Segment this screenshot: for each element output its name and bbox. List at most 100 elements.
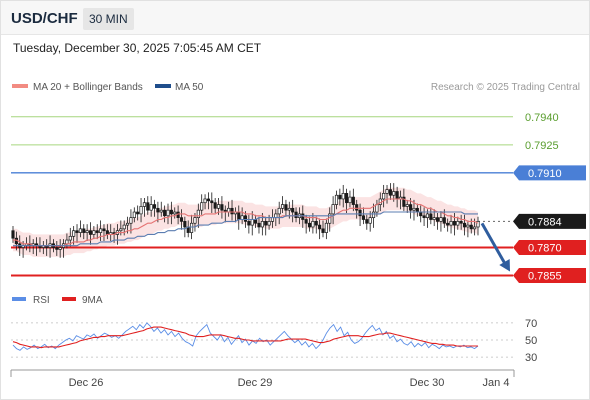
candle-body-up [250,219,254,226]
candle-body-up [267,221,271,226]
level-label-0.7870: 0.7870 [528,243,562,255]
candle-body-up [203,198,207,204]
candle-body-down [55,247,59,250]
candle-body-down [102,228,106,232]
candle-body-up [371,211,376,218]
candle-body-up [476,221,480,228]
ma20-line [13,198,479,247]
rsi-legend-swatch [12,297,26,301]
candle-body-down [307,222,312,228]
level-tag-0.7855 [513,268,586,284]
candle-body-up [78,228,82,233]
candle-body-down [338,194,342,200]
rsi-line [12,322,479,351]
candle-body-down [146,202,150,211]
candle-body-up [449,221,453,226]
candle-body-down [442,217,446,224]
candle-body-up [287,207,291,211]
price-plot: 0.7940 0.7925 0.7910 0.7884 0.7870 0.7855 [11,112,586,284]
candle-body-down [220,204,224,211]
candle-body-down [206,198,210,202]
candle-body-down [210,200,214,204]
candle-body-up [85,230,89,233]
level-label-0.7910: 0.7910 [528,168,562,180]
candle-body-down [459,221,463,224]
candle-body-up [375,204,379,213]
candle-body-up [405,204,409,207]
candle-body-down [82,228,86,233]
rsi-legend: RSI 9MA [12,295,103,306]
candle-body-down [304,219,308,224]
candle-body-down [257,222,261,228]
candle-body-up [385,189,389,194]
ma50-line [13,211,478,247]
candle-body-up [341,193,345,200]
candle-body-up [334,194,339,205]
candle-body-up [190,222,194,233]
x-tick-label: Dec 30 [410,377,445,389]
candle-body-down [169,209,173,215]
candle-body-up [277,207,281,215]
timestamp: Tuesday, December 30, 2025 7:05:45 AM CE… [13,41,262,55]
candle-body-up [382,193,386,200]
candle-body-up [200,202,204,211]
candle-body-down [446,222,450,226]
candle-body-up [270,217,275,222]
candle-body-down [358,209,362,217]
candle-body-up [129,217,133,224]
ma50-legend-label: MA 50 [175,82,204,93]
symbol-title: USD/CHF [11,10,78,27]
forecast-arrow-head [499,259,510,272]
research-credit: Research © 2025 Trading Central [431,82,580,93]
rsi-plot: 30 50 70 [11,318,537,364]
candle-body-down [409,204,413,211]
candle-body-up [473,226,477,230]
candle-body-up [412,207,416,211]
candle-body-up [425,213,430,218]
candle-body-down [436,217,440,222]
candle-body-down [462,222,467,228]
candle-body-down [388,189,392,196]
time-axis: Dec 26 Dec 29 Dec 30 Jan 4 [10,369,515,389]
candle-body-down [183,221,187,228]
candle-body-down [243,215,248,222]
chart-header: USD/CHF 30 MIN [1,1,589,35]
candle-body-down [152,204,157,209]
candle-body-down [402,196,406,207]
candle-body-up [159,209,163,213]
level-tag-0.7910 [513,165,586,181]
candle-body-up [99,228,103,233]
rsi-tick-30: 30 [525,352,537,364]
candle-body-up [311,221,315,228]
ma50-legend-swatch [155,84,171,88]
x-tick-label: Jan 4 [483,377,510,389]
candle-body-up [65,239,69,245]
price-legend: MA 20 + Bollinger Bands MA 50 Research ©… [12,82,580,93]
timeframe-button[interactable]: 30 MIN [83,8,134,30]
candle-body-down [88,230,93,235]
candle-body-down [11,230,15,239]
forecast-arrow-shaft [480,222,508,267]
candle-body-up [216,204,221,209]
candle-body-down [284,204,288,211]
candle-body-up [72,230,76,237]
candle-body-down [321,228,325,233]
candle-body-down [429,213,433,220]
level-label-0.7940: 0.7940 [525,112,559,124]
level-label-0.7884: 0.7884 [528,216,562,228]
candle-body-up [348,196,352,204]
x-tick-label: Dec 26 [69,377,104,389]
candle-body-up [281,204,285,209]
candle-body-up [173,211,177,215]
candle-body-down [213,202,217,209]
candle-body-up [68,235,72,241]
candle-body-down [361,215,365,220]
candle-body-up [196,209,200,218]
candle-body-up [193,217,197,224]
candle-body-up [466,224,470,228]
candle-body-up [126,222,130,226]
rsi-legend-label: RSI [33,295,50,306]
candle-body-down [318,224,322,230]
candle-body-down [365,219,369,224]
